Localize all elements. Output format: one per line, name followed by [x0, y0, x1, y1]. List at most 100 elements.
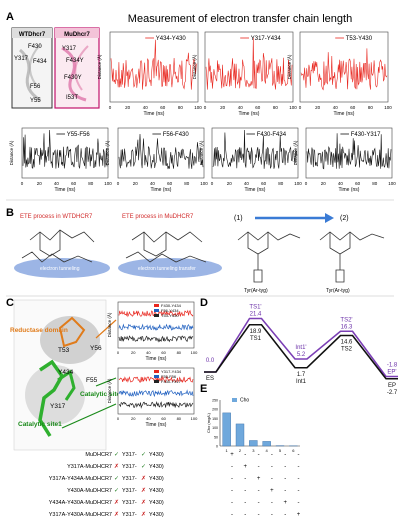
bar-0: [222, 412, 231, 447]
row2-chart-0-xtick: 40: [54, 181, 60, 186]
energy-label-black-2: 1.7: [297, 372, 306, 378]
row2-chart-3-xtick: 0: [305, 181, 308, 186]
c-bot-xtick: 20: [131, 416, 136, 421]
table-cell-0-4: -: [284, 452, 286, 458]
row1-chart-1-xtick: 80: [273, 105, 279, 110]
row2-chart-3-xtick: 80: [372, 181, 378, 186]
bar-category-1: 2: [239, 448, 242, 453]
c-bot-legend-swatch-2: [154, 380, 159, 383]
table-row-mark2-5: ✗: [141, 511, 146, 518]
row2-chart-1-xtick: 40: [150, 181, 156, 186]
row1-chart-0-ylabel: Distance (Å): [96, 54, 102, 79]
mu-tunnel-glow: [118, 258, 222, 278]
row1-chart-0-xtick: 20: [125, 105, 131, 110]
table-cell-5-5: +: [297, 512, 301, 518]
c-bot-legend-swatch-1: [154, 375, 159, 378]
energy-label-purple-4: EP': [387, 370, 396, 376]
row1-chart-2-xtick: 60: [350, 105, 356, 110]
energy-profile: 0.0 TS1'21.4 Int1'5.2 TS2'16.3 -1.8EP' ES 18.9…: [204, 305, 398, 396]
row2-chart-0-xtick: 60: [71, 181, 77, 186]
row1-chart-1-xtick: 0: [204, 105, 207, 110]
row1-chart-0-xtick: 80: [178, 105, 184, 110]
table-cell-1-1: +: [244, 464, 248, 470]
row2-chart-0-xtick: 100: [104, 181, 112, 186]
row2-chart-2-legend: F430-F434: [257, 132, 287, 138]
table-cell-0-3: -: [271, 452, 273, 458]
table-cell-2-1: -: [244, 476, 246, 482]
bar-ytick: 0: [216, 445, 218, 449]
row1-chart-1-xtick: 40: [238, 105, 244, 110]
table-cell-5-0: -: [231, 512, 233, 518]
row2-chart-1-xtick: 20: [133, 181, 139, 186]
row1-chart-0-xtick: 40: [143, 105, 149, 110]
bar-ylabel: Cho (mg/L): [206, 412, 211, 433]
row2-chart-3-xlabel: Time (ns): [339, 187, 360, 193]
panel-b-wt: ETE process in WTDHCR7 electron tunnelin…: [14, 214, 110, 278]
c-top-series-2: [118, 335, 194, 343]
bar-legend-swatch: [232, 398, 237, 402]
table-cell-3-4: -: [284, 488, 286, 494]
c-reductase: Reductase domain: [10, 327, 68, 334]
panel-label-d: D: [200, 297, 208, 309]
table-cell-5-3: -: [271, 512, 273, 518]
panel-label-a: A: [6, 11, 14, 23]
energy-series-1: [204, 323, 398, 380]
wt-tunnel-glow: [14, 258, 110, 278]
row1-chart-0-xtick: 0: [109, 105, 112, 110]
row1-chart-2-frame: [299, 31, 389, 103]
c-bot-ylabel: Distance (Å): [106, 378, 112, 403]
c-top-legend-1: F56-Y434: [161, 308, 179, 313]
row1-chart-1-xlabel: Time (ns): [239, 111, 260, 117]
row2-chart-3-xtick: 20: [321, 181, 327, 186]
b-tunnel-wt: electron tunneling: [40, 266, 80, 272]
table-row-mark1-1: ✗: [114, 463, 119, 470]
row1-chart-2-xtick: 40: [333, 105, 339, 110]
table-cell-5-1: -: [244, 512, 246, 518]
table-cell-1-2: -: [258, 464, 260, 470]
c-bot-xtick: 40: [146, 416, 151, 421]
row2-chart-1-xtick: 60: [167, 181, 173, 186]
table-cell-2-4: -: [284, 476, 286, 482]
table-cell-3-5: -: [298, 488, 300, 494]
table-cell-3-1: -: [244, 488, 246, 494]
bar-category-2: 3: [252, 448, 255, 453]
table-cell-4-0: -: [231, 500, 233, 506]
row2-chart-3-line: [306, 133, 392, 170]
row1-chart-2-xlabel: Time (ns): [334, 111, 355, 117]
row1-chart-0-xtick: 100: [194, 105, 202, 110]
row1-chart-2-xtick: 0: [299, 105, 302, 110]
table-cell-4-1: -: [244, 500, 246, 506]
wt-res-4: Y55: [30, 98, 41, 104]
bar-ytick: 150: [212, 417, 218, 421]
row2-chart-0-frame: [21, 127, 109, 179]
bar-2: [249, 440, 258, 447]
c-top-xtick: 100: [191, 350, 198, 355]
table-cell-4-4: +: [283, 500, 287, 506]
c-top-xtick: 60: [161, 350, 166, 355]
row1-chart-1-frame: [204, 31, 294, 103]
c-top-xtick: 0: [117, 350, 120, 355]
c-bot-xtick: 100: [191, 416, 198, 421]
table-row-y317-1: Y317-: [122, 464, 137, 470]
wt-res-0: F430: [28, 44, 42, 50]
table-cell-4-3: -: [271, 500, 273, 506]
table-row-y430-5: Y430): [149, 512, 164, 518]
b-step1: (1): [234, 215, 243, 222]
table-cell-0-5: -: [298, 452, 300, 458]
panel-label-e: E: [200, 383, 207, 395]
table-row-label-1: Y317A-MuDHCR7: [67, 464, 112, 470]
row2-chart-1-xlabel: Time (ns): [151, 187, 172, 193]
row1-chart-0-line: [110, 39, 198, 90]
table-cell-0-0: +: [230, 452, 234, 458]
wt-res-2: F434: [33, 59, 47, 65]
table-row-y317-2: Y317-: [122, 476, 137, 482]
row2-chart-3-xtick: 40: [338, 181, 344, 186]
bar-category-4: 5: [279, 448, 282, 453]
row1-chart-2-xtick: 100: [384, 105, 392, 110]
row1-chart-1-xtick: 20: [220, 105, 226, 110]
bar-ytick: 50: [214, 435, 218, 439]
row2-chart-0-xtick: 20: [37, 181, 43, 186]
mu-res-2: F430Y: [64, 75, 82, 81]
row2-chart-2-ylabel: Distance (Å): [198, 140, 204, 165]
